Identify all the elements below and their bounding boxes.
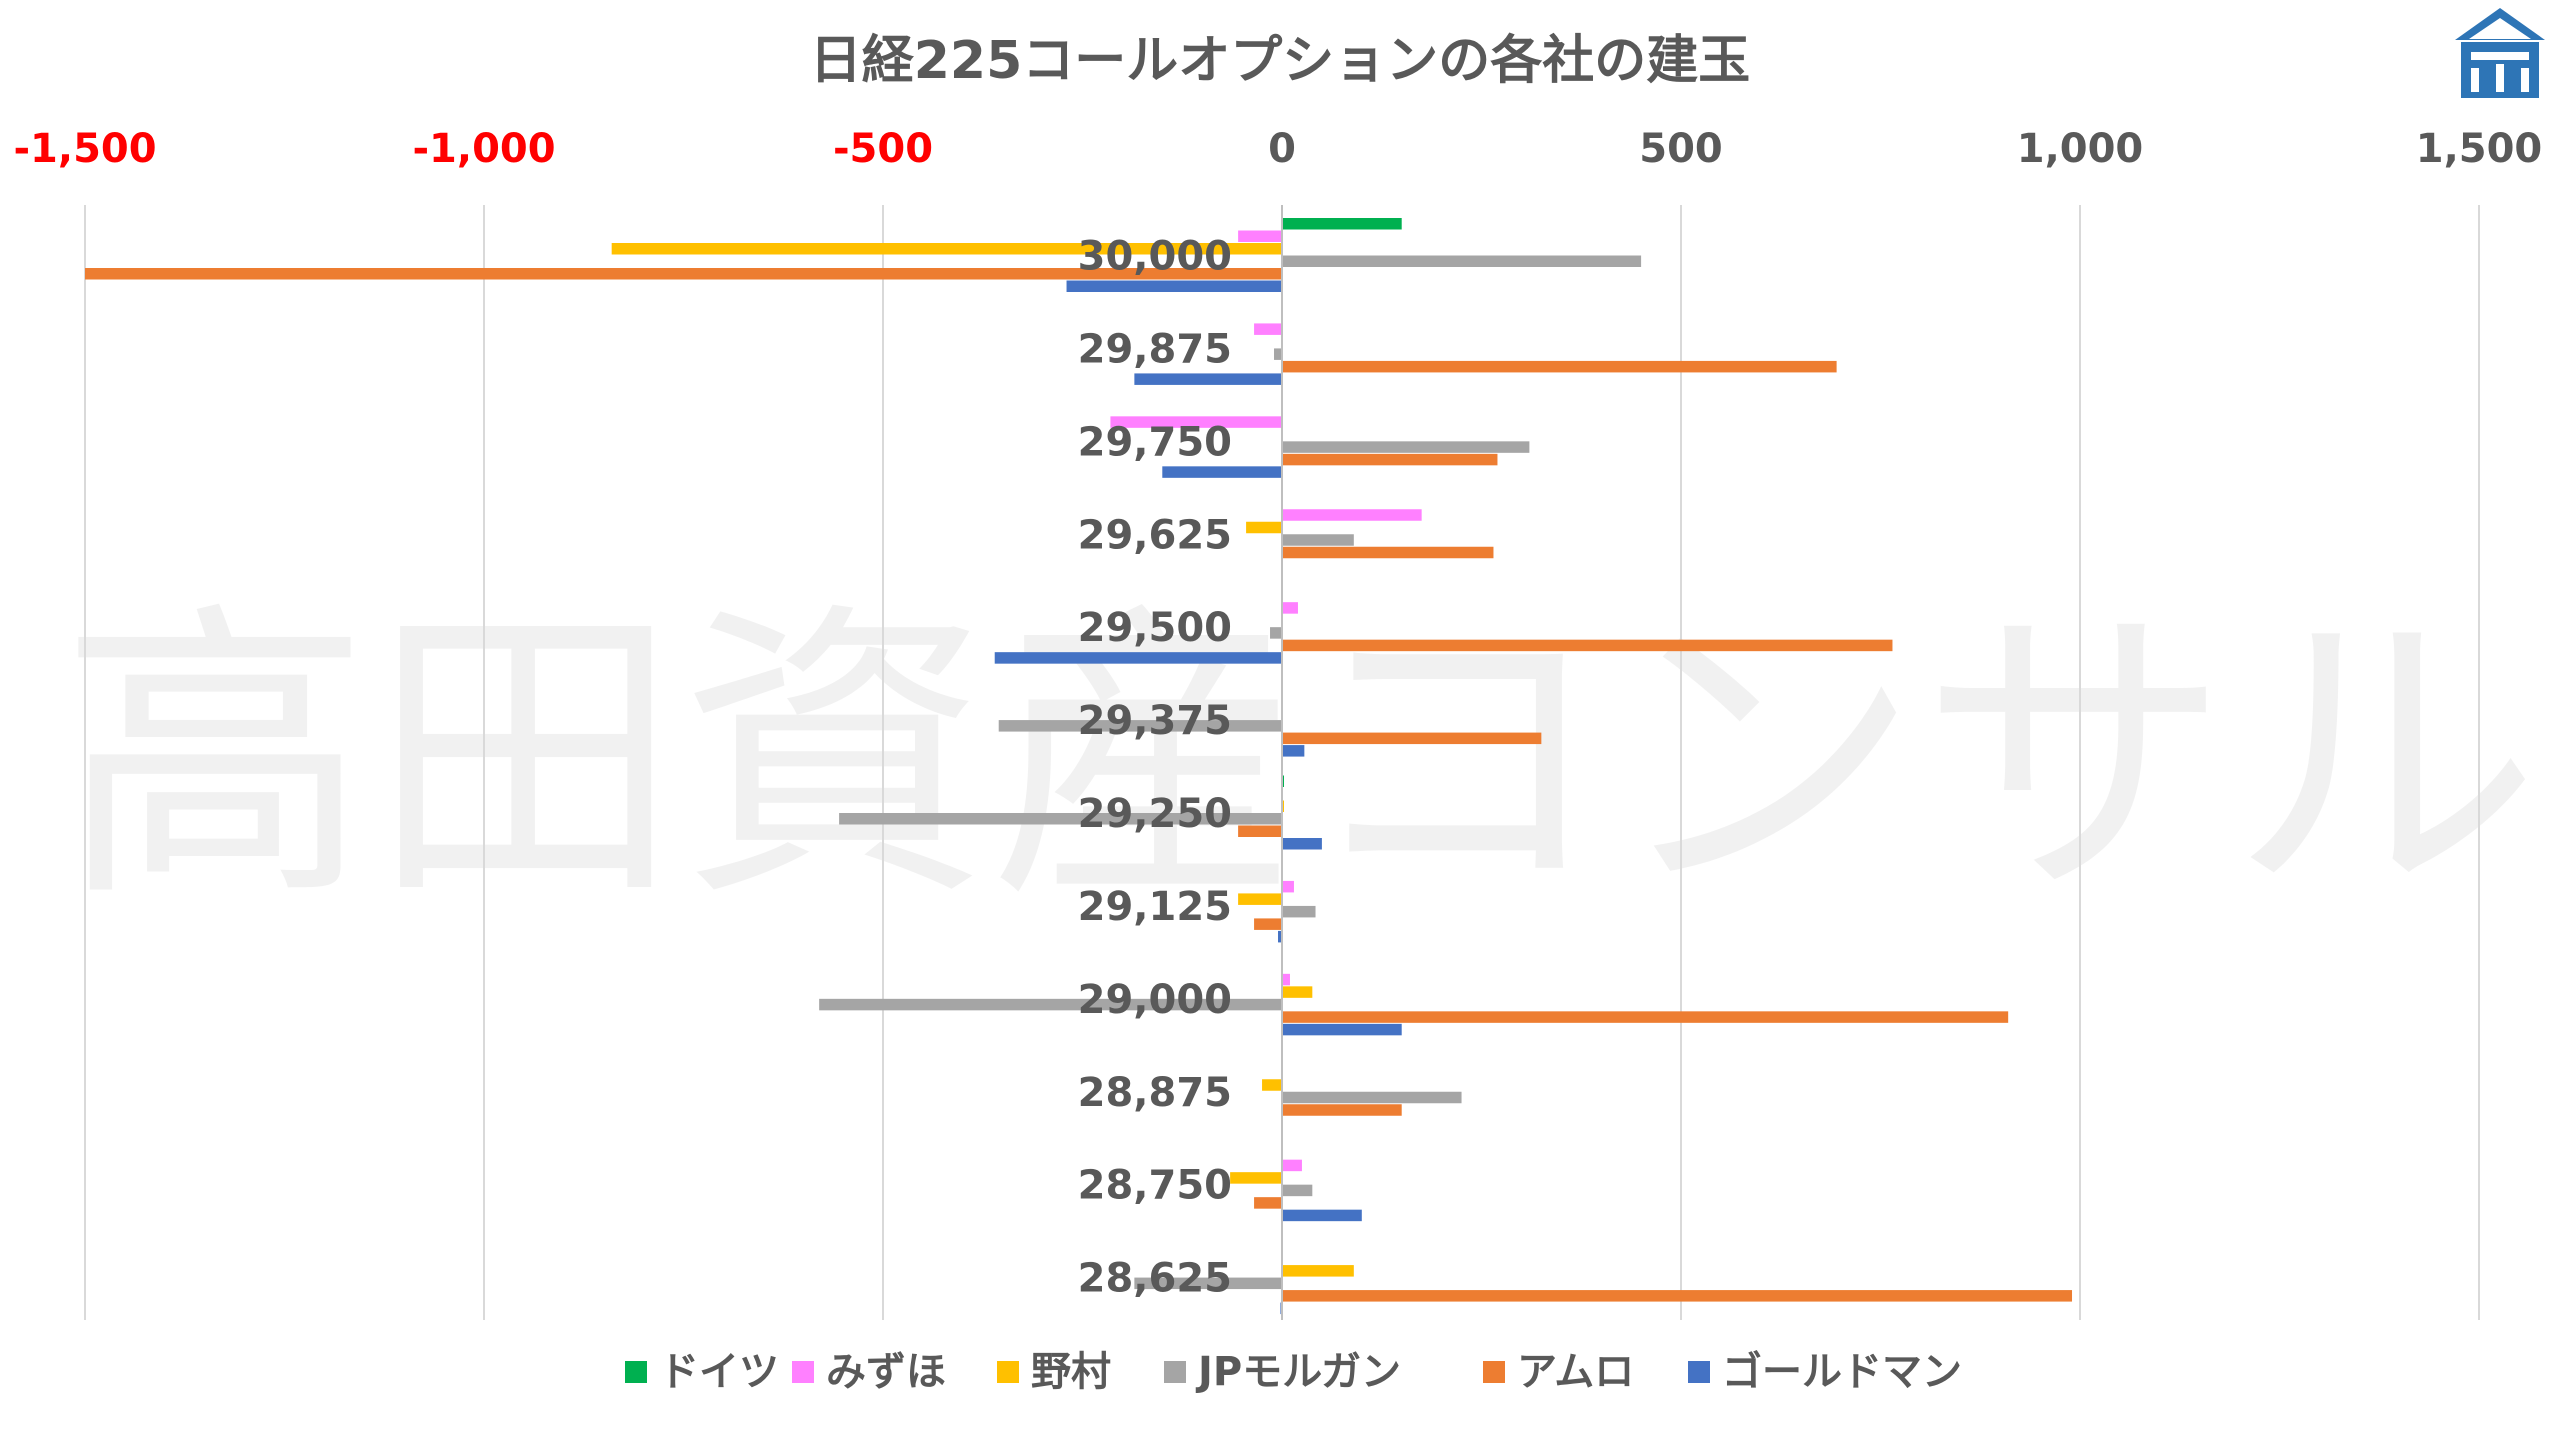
y-tick-label: 29,750 (1078, 419, 1232, 465)
legend-label: JPモルガン (1195, 1349, 1401, 1395)
legend-swatch (1164, 1361, 1186, 1383)
bar (1254, 918, 1282, 930)
y-tick-label: 29,125 (1078, 884, 1232, 930)
bar (1282, 986, 1313, 998)
bar (1282, 880, 1294, 893)
bar (1282, 745, 1305, 757)
y-tick-label: 29,375 (1078, 698, 1232, 744)
y-axis: 30,000 29,875 29,750 29,625 29,500 29,375 29,2… (1078, 234, 1232, 1302)
bar (1282, 1091, 1462, 1104)
bar (1238, 893, 1282, 905)
bar (1230, 1172, 1282, 1184)
legend-swatch (1483, 1361, 1505, 1383)
y-tick-label: 29,500 (1078, 605, 1232, 651)
bar (1282, 1104, 1402, 1116)
bar (1162, 466, 1282, 478)
watermark: 高田資産コンサル (60, 578, 2540, 939)
legend: ドイツ みずほ 野村 JPモルガン アムロ ゴールドマン (625, 1349, 1962, 1395)
bar (1282, 905, 1316, 918)
legend-swatch (792, 1361, 814, 1383)
bar (994, 652, 1282, 664)
y-tick-label: 28,750 (1078, 1163, 1232, 1209)
bars (85, 205, 2073, 1320)
bar (819, 998, 1282, 1011)
bar (611, 243, 1282, 255)
bar (1282, 1290, 2073, 1302)
legend-swatch (997, 1361, 1019, 1383)
bar (1282, 255, 1642, 267)
bar (1282, 218, 1402, 230)
bar (1282, 1184, 1313, 1197)
bar (1282, 441, 1530, 453)
bar (998, 720, 1282, 732)
x-tick-label: 1,500 (2416, 126, 2543, 172)
bar (1282, 732, 1542, 745)
bar (1282, 509, 1422, 521)
bar (1274, 348, 1282, 360)
x-tick-label: -500 (833, 126, 933, 172)
bar (1282, 360, 1837, 373)
y-tick-label: 29,625 (1078, 512, 1232, 558)
bar (1282, 1265, 1354, 1277)
bar (1282, 546, 1494, 559)
x-tick-label: 1,000 (2017, 126, 2144, 172)
bar (1066, 280, 1282, 292)
y-tick-label: 30,000 (1078, 234, 1232, 280)
bar (1254, 323, 1282, 335)
y-tick-label: 28,625 (1078, 1256, 1232, 1302)
y-tick-label: 29,250 (1078, 791, 1232, 837)
bar (1282, 534, 1354, 546)
bar (85, 268, 1282, 280)
chart-title: 日経225コールオプションの各社の建玉 (810, 31, 1751, 91)
bar (1238, 230, 1282, 242)
bar (1282, 838, 1322, 850)
bar (1282, 973, 1290, 986)
y-tick-label: 29,875 (1078, 326, 1232, 372)
bar (1282, 639, 1893, 652)
x-tick-label: -1,000 (412, 126, 555, 172)
legend-label: アムロ (1517, 1349, 1634, 1395)
bar (1254, 1197, 1282, 1209)
legend-swatch (625, 1361, 647, 1383)
bar (1278, 930, 1282, 943)
bar (1282, 453, 1498, 466)
bar (1246, 521, 1282, 534)
y-tick-label: 28,875 (1078, 1070, 1232, 1116)
bar (1282, 1011, 2009, 1023)
bar (1282, 1023, 1402, 1036)
x-tick-label: 500 (1639, 126, 1723, 172)
legend-label: みずほ (826, 1349, 946, 1395)
bar (1282, 1209, 1362, 1222)
x-axis: -1,500 -1,000 -500 0 500 1,000 1,500 (13, 126, 2542, 172)
bar (1110, 416, 1282, 428)
bar (1262, 1079, 1282, 1091)
bar (1134, 1277, 1282, 1290)
x-tick-label: -1,500 (13, 126, 156, 172)
bar (839, 813, 1282, 825)
bar (1134, 373, 1282, 385)
bar (1238, 825, 1282, 837)
legend-swatch (1688, 1361, 1710, 1383)
legend-label: ゴールドマン (1722, 1349, 1962, 1395)
logo-icon (2455, 8, 2545, 98)
bar (1282, 1159, 1302, 1172)
bar (1270, 627, 1282, 639)
legend-label: ドイツ (659, 1349, 779, 1395)
x-tick-label: 0 (1268, 126, 1296, 172)
legend-label: 野村 (1031, 1349, 1111, 1395)
bar (1282, 602, 1298, 614)
y-tick-label: 29,000 (1078, 977, 1232, 1023)
